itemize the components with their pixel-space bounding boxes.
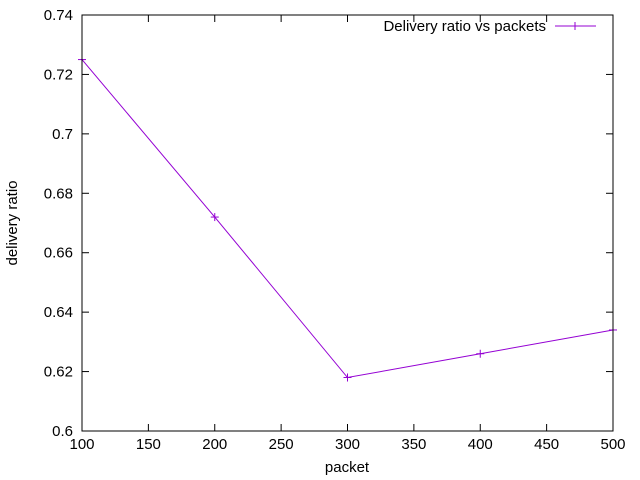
data-point bbox=[210, 213, 219, 222]
tick-labels: 100 150 200 250 300 350 400 450 500 0.6 0.62 0.64 0.… bbox=[44, 7, 626, 453]
x-tick-label: 100 bbox=[69, 436, 94, 453]
plot-frame bbox=[81, 14, 614, 432]
x-tick-label: 350 bbox=[401, 436, 426, 453]
y-axis-label: delivery ratio bbox=[4, 180, 21, 265]
x-tick-label: 250 bbox=[269, 436, 294, 453]
legend: Delivery ratio vs packets bbox=[383, 18, 596, 35]
y-tick-label: 0.7 bbox=[52, 126, 73, 143]
y-tick-label: 0.66 bbox=[44, 245, 73, 262]
y-tick-label: 0.64 bbox=[44, 304, 73, 321]
legend-label: Delivery ratio vs packets bbox=[383, 18, 546, 35]
x-tick-label: 200 bbox=[202, 436, 227, 453]
x-tick-label: 500 bbox=[600, 436, 625, 453]
x-tick-label: 300 bbox=[335, 436, 360, 453]
x-axis-label: packet bbox=[325, 459, 370, 476]
x-tick-label: 400 bbox=[468, 436, 493, 453]
y-tick-label: 0.6 bbox=[52, 423, 73, 440]
x-tick-label: 450 bbox=[534, 436, 559, 453]
y-tick-label: 0.74 bbox=[44, 7, 73, 24]
data-point bbox=[476, 349, 485, 358]
y-tick-label: 0.72 bbox=[44, 66, 73, 83]
legend-marker bbox=[571, 22, 579, 30]
data-point bbox=[343, 373, 352, 382]
y-tick-label: 0.62 bbox=[44, 364, 73, 381]
x-tick-label: 150 bbox=[136, 436, 161, 453]
y-tick-label: 0.68 bbox=[44, 185, 73, 202]
